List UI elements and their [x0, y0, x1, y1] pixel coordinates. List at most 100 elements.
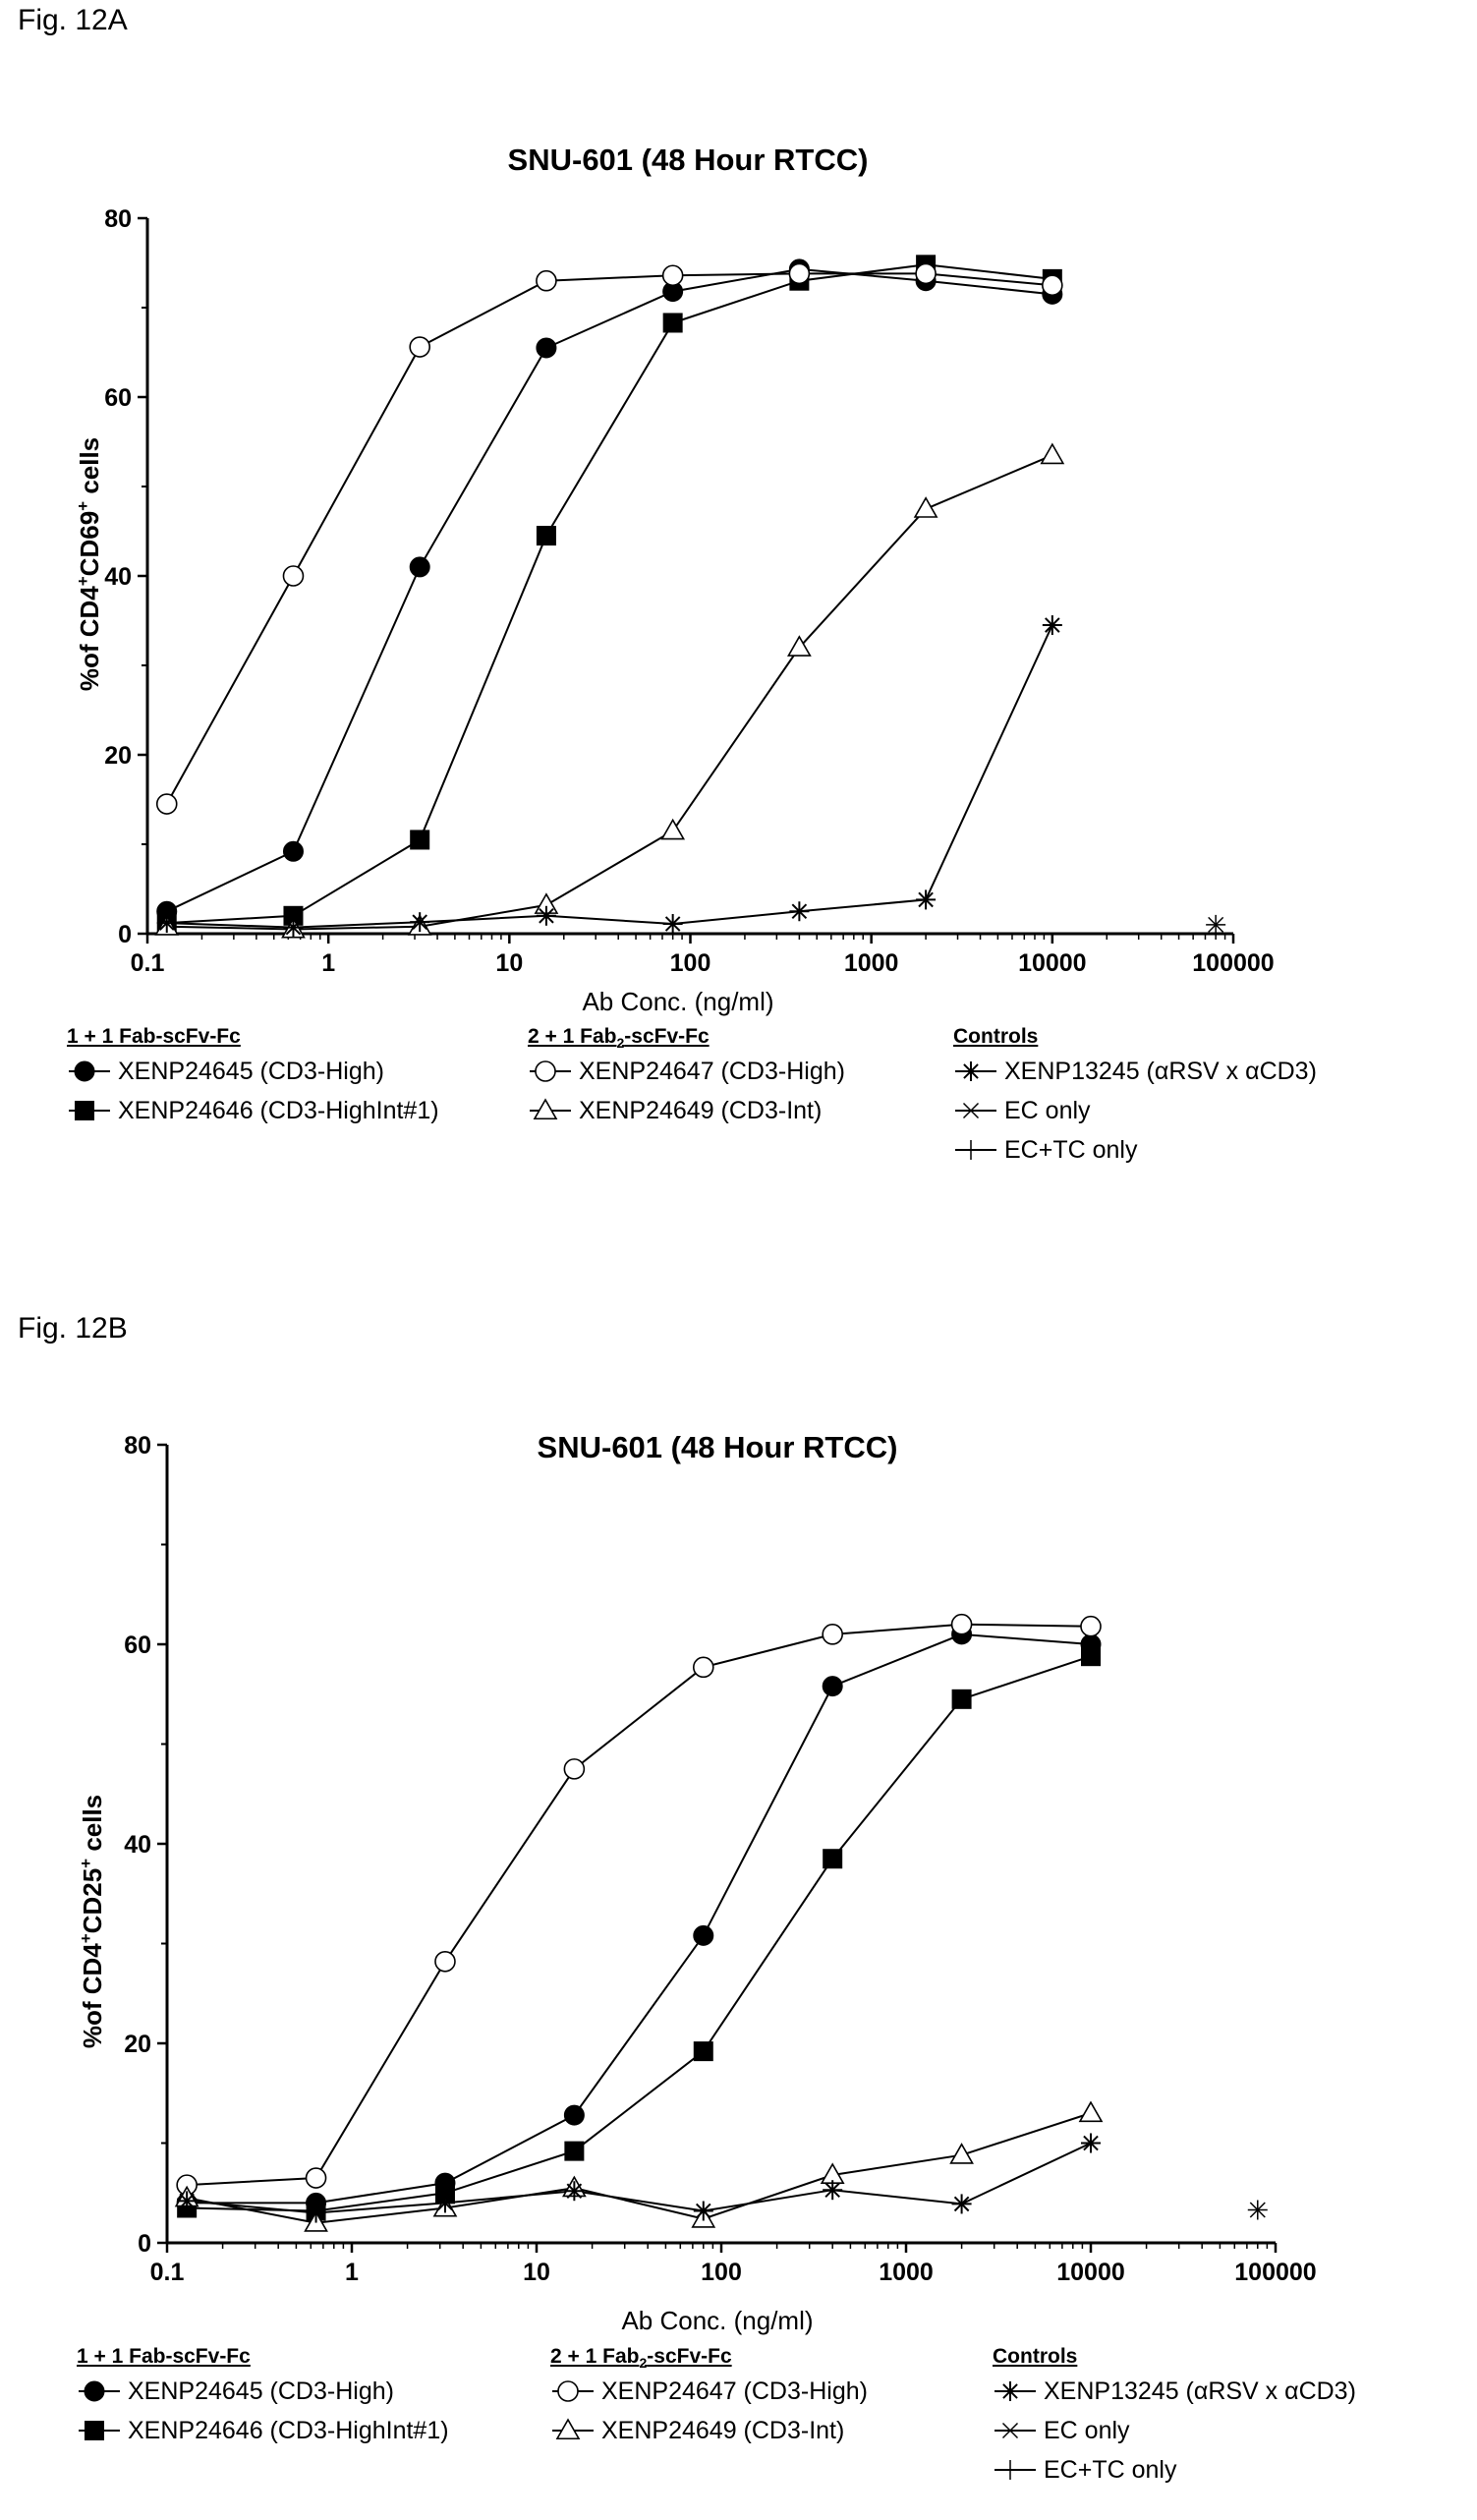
legend-label: XENP24647 (CD3-High) [579, 1058, 845, 1085]
open-circle-marker-icon [530, 1060, 571, 1082]
data-point [692, 1656, 714, 1679]
y-tick-label: 20 [124, 2031, 151, 2058]
data-point [155, 793, 178, 815]
legend-item-xenp24645: XENP24645 (CD3-High) [77, 2372, 449, 2411]
y-label-sup: + [77, 1859, 95, 1868]
x-tick-label: 100 [701, 2259, 742, 2286]
y-tick-label: 60 [104, 384, 132, 412]
x-marker-icon [994, 2422, 1036, 2439]
legend-item-ec-only: EC only [993, 2411, 1356, 2450]
figure-label-b: Fig. 12B [18, 1312, 128, 1345]
series-line [166, 454, 1053, 931]
data-point [822, 1624, 843, 1645]
asterisk-marker-icon [994, 2381, 1036, 2401]
data-point [1040, 442, 1065, 465]
legend-marker [961, 1140, 981, 1160]
legend-group-2: 2 + 1 Fab2-scFv-Fc XENP24647 (CD3-High) … [550, 2342, 868, 2450]
legend-label: EC+TC only [1004, 1136, 1138, 1164]
data-point [951, 2194, 972, 2214]
legend-label: EC+TC only [1044, 2456, 1177, 2484]
legend-marker [962, 1102, 980, 1119]
data-point [536, 269, 557, 292]
x-tick-label: 1 [321, 949, 335, 977]
data-point [949, 2143, 974, 2164]
data-point [409, 556, 430, 578]
x-axis-label: Ab Conc. (ng/ml) [621, 2306, 813, 2335]
legend-marker [74, 1060, 95, 1082]
data-point [410, 830, 430, 850]
figure-label-a: Fig. 12A [18, 4, 128, 36]
series-line [187, 1655, 1092, 2212]
asterisk-marker-icon [955, 1061, 996, 1081]
data-point [434, 1950, 456, 1973]
legend-marker [1000, 2460, 1020, 2480]
y-label-part: cells [75, 437, 104, 501]
y-label-part: %of CD4 [78, 1943, 107, 2048]
data-point [563, 1758, 586, 1780]
legend-item-xenp24649: XENP24649 (CD3-Int) [528, 1091, 845, 1130]
legend-label: XENP24645 (CD3-High) [128, 2377, 394, 2405]
data-point [1078, 2100, 1104, 2123]
legend-label: XENP13245 (αRSV x αCD3) [1004, 1058, 1317, 1085]
legend-label: XENP13245 (αRSV x αCD3) [1044, 2377, 1356, 2405]
series-line [187, 1623, 1092, 2187]
plot-marks [154, 255, 1226, 939]
data-point [283, 917, 304, 938]
data-point [788, 262, 811, 285]
open-circle-marker-icon [552, 2380, 594, 2402]
plus-marker-icon [994, 2460, 1036, 2480]
legend-item-xenp24646: XENP24646 (CD3-HighInt#1) [67, 1091, 439, 1130]
legend-item-ec-tc-only: EC+TC only [993, 2450, 1356, 2490]
legend-group-1: 1 + 1 Fab-scFv-Fc XENP24645 (CD3-High) X… [67, 1022, 439, 1130]
data-point [916, 889, 937, 910]
series-line [166, 263, 1052, 925]
y-tick-label: 0 [118, 921, 132, 948]
series-line [166, 624, 1053, 929]
chart-title: SNU-601 (48 Hour RTCC) [538, 1430, 898, 1464]
data-point [787, 635, 812, 657]
x-tick-label: 1000 [879, 2259, 934, 2286]
data-point [1042, 274, 1063, 297]
y-tick-label: 80 [124, 1432, 151, 1460]
data-point [662, 913, 683, 934]
data-point [951, 1689, 972, 1709]
x-tick-label: 100000 [1192, 949, 1274, 977]
legend-group-3: Controls XENP13245 (αRSV x αCD3) EC only… [993, 2342, 1356, 2490]
legend-marker [533, 1098, 558, 1120]
data-point [1042, 615, 1062, 636]
x-tick-label: 10000 [1056, 2259, 1125, 2286]
filled-square-marker-icon [69, 1101, 110, 1120]
legend-marker [555, 2418, 581, 2440]
y-axis-label: %of CD4+CD25+ cells [77, 1795, 107, 2048]
data-point [410, 912, 430, 933]
legend-header: Controls [993, 2345, 1078, 2368]
data-point [156, 913, 177, 934]
legend-item-xenp24649: XENP24649 (CD3-Int) [550, 2411, 868, 2450]
legend-item-xenp13245: XENP13245 (αRSV x αCD3) [993, 2372, 1356, 2411]
chart-12b: SNU-601 (48 Hour RTCC) %of CD4+CD25+ cel… [77, 1430, 1317, 2335]
axes: 0 20 40 60 80 0.1 1 10 100 1000 10000 100000 [104, 205, 1275, 977]
legend-header: Controls [953, 1025, 1039, 1048]
x-tick-label: 1000 [844, 949, 899, 977]
data-point [661, 264, 684, 287]
y-label-sup: + [77, 1933, 95, 1943]
plus-marker-icon [955, 1140, 996, 1160]
data-point [563, 2104, 585, 2126]
data-point [434, 2193, 455, 2213]
legend-group-1: 1 + 1 Fab-scFv-Fc XENP24645 (CD3-High) X… [77, 2342, 449, 2450]
y-tick-label: 80 [104, 205, 132, 233]
y-tick-label: 20 [104, 742, 132, 770]
series-line [187, 2112, 1092, 2224]
y-label-part: %of CD4 [75, 586, 104, 691]
chart-title: SNU-601 (48 Hour RTCC) [508, 143, 869, 177]
legend-marker [535, 1060, 556, 1082]
data-point [409, 336, 430, 358]
legend-item-xenp24647: XENP24647 (CD3-High) [550, 2372, 868, 2411]
legend-label: XENP24649 (CD3-Int) [579, 1097, 823, 1124]
plot-marks [174, 1613, 1268, 2232]
y-label-sup: + [74, 501, 92, 511]
data-point [282, 840, 304, 862]
legend-marker [961, 1061, 981, 1081]
y-label-sup: + [74, 576, 92, 586]
data-point [536, 905, 556, 926]
